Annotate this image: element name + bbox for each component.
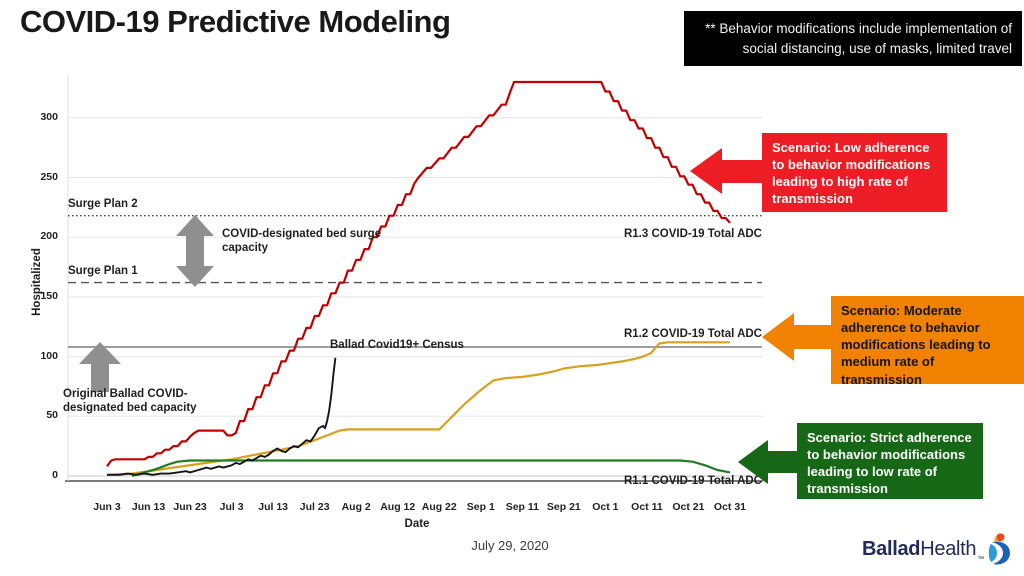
series-Ballad Covid19+ Census bbox=[107, 357, 337, 476]
series-label-r12: R1.2 COVID-19 Total ADC bbox=[623, 328, 762, 340]
scenario-strict-box: Scenario: Strict adherence to behavior m… bbox=[797, 423, 983, 499]
y-tick-label: 0 bbox=[52, 469, 58, 481]
trademark-mark: ™ bbox=[977, 556, 985, 563]
surge-capacity-double-arrow-icon bbox=[176, 215, 214, 287]
series-label-r11: R1.1 COVID-19 Total ADC bbox=[623, 475, 762, 487]
y-axis-title: Hospitalized bbox=[31, 248, 43, 316]
x-tick-label: Jun 3 bbox=[93, 501, 121, 513]
census-label: Ballad Covid19+ Census bbox=[330, 339, 464, 351]
scenario-low-arrow-icon bbox=[690, 148, 722, 194]
x-tick-label: Jul 13 bbox=[258, 501, 289, 513]
scenario-strict-arrow-shaft bbox=[766, 451, 799, 473]
logo-text-regular: Health bbox=[920, 537, 977, 560]
x-tick-label: Sep 1 bbox=[466, 501, 495, 513]
logo-text-bold: Ballad bbox=[862, 537, 921, 560]
y-tick-label: 100 bbox=[40, 349, 58, 362]
x-tick-label: Aug 2 bbox=[341, 501, 371, 513]
scenario-low-arrow-shaft bbox=[720, 160, 764, 183]
series-label-r13: R1.3 COVID-19 Total ADC bbox=[623, 228, 762, 240]
y-tick-label: 150 bbox=[40, 289, 58, 302]
series-R1.1 COVID-19 Total ADC bbox=[131, 459, 731, 478]
ballad-health-logo: Ballad Health ™ bbox=[862, 532, 1012, 566]
original-capacity-up-arrow-icon bbox=[79, 342, 121, 392]
surge-plan-1-label: Surge Plan 1 bbox=[68, 265, 138, 277]
series-R1.3 COVID-19 Total ADC bbox=[106, 80, 731, 468]
scenario-low-box: Scenario: Low adherence to behavior modi… bbox=[762, 133, 947, 212]
page-title: COVID-19 Predictive Modeling bbox=[20, 4, 451, 39]
scenario-moderate-arrow-shaft bbox=[792, 325, 833, 349]
x-tick-label: Oct 1 bbox=[592, 501, 619, 513]
surge-capacity-annotation: COVID-designated bed surge capacity bbox=[222, 228, 382, 255]
scenario-moderate-box: Scenario: Moderate adherence to behavior… bbox=[831, 296, 1024, 387]
y-tick-label: 200 bbox=[40, 230, 58, 243]
behavior-modifications-note: ** Behavior modifications include implem… bbox=[684, 11, 1022, 67]
y-tick-label: 50 bbox=[46, 409, 58, 422]
x-axis-ticks: Jun 3 Jun 13 Jun 23 Jul 3 Jul 13 Jul 23 Aug 2 A… bbox=[0, 501, 1024, 517]
original-capacity-annotation: Original Ballad COVID-designated bed cap… bbox=[63, 388, 197, 415]
ballad-health-logo-icon bbox=[989, 533, 1011, 565]
series-R1.2 COVID-19 Total ADC bbox=[106, 341, 730, 476]
x-tick-label: Sep 21 bbox=[546, 501, 581, 513]
y-tick-label: 250 bbox=[40, 170, 58, 183]
x-tick-label: Jun 23 bbox=[173, 501, 207, 513]
report-date: July 29, 2020 bbox=[471, 538, 549, 553]
scenario-strict-arrow-icon bbox=[738, 440, 768, 484]
surge-plan-2-label: Surge Plan 2 bbox=[68, 198, 138, 210]
scenario-moderate-arrow-icon bbox=[762, 313, 794, 361]
x-axis-title: Date bbox=[404, 518, 430, 530]
x-tick-label: Aug 22 bbox=[421, 501, 457, 513]
x-tick-label: Jul 23 bbox=[299, 501, 330, 513]
x-tick-label: Aug 12 bbox=[380, 501, 416, 513]
x-tick-label: Oct 21 bbox=[672, 501, 705, 513]
x-tick-label: Oct 11 bbox=[631, 501, 663, 513]
x-tick-label: Oct 31 bbox=[713, 501, 747, 513]
x-tick-label: Jun 13 bbox=[131, 501, 166, 513]
x-tick-label: Sep 11 bbox=[505, 501, 539, 513]
y-tick-label: 300 bbox=[40, 110, 58, 123]
x-tick-label: Jul 3 bbox=[219, 501, 244, 513]
